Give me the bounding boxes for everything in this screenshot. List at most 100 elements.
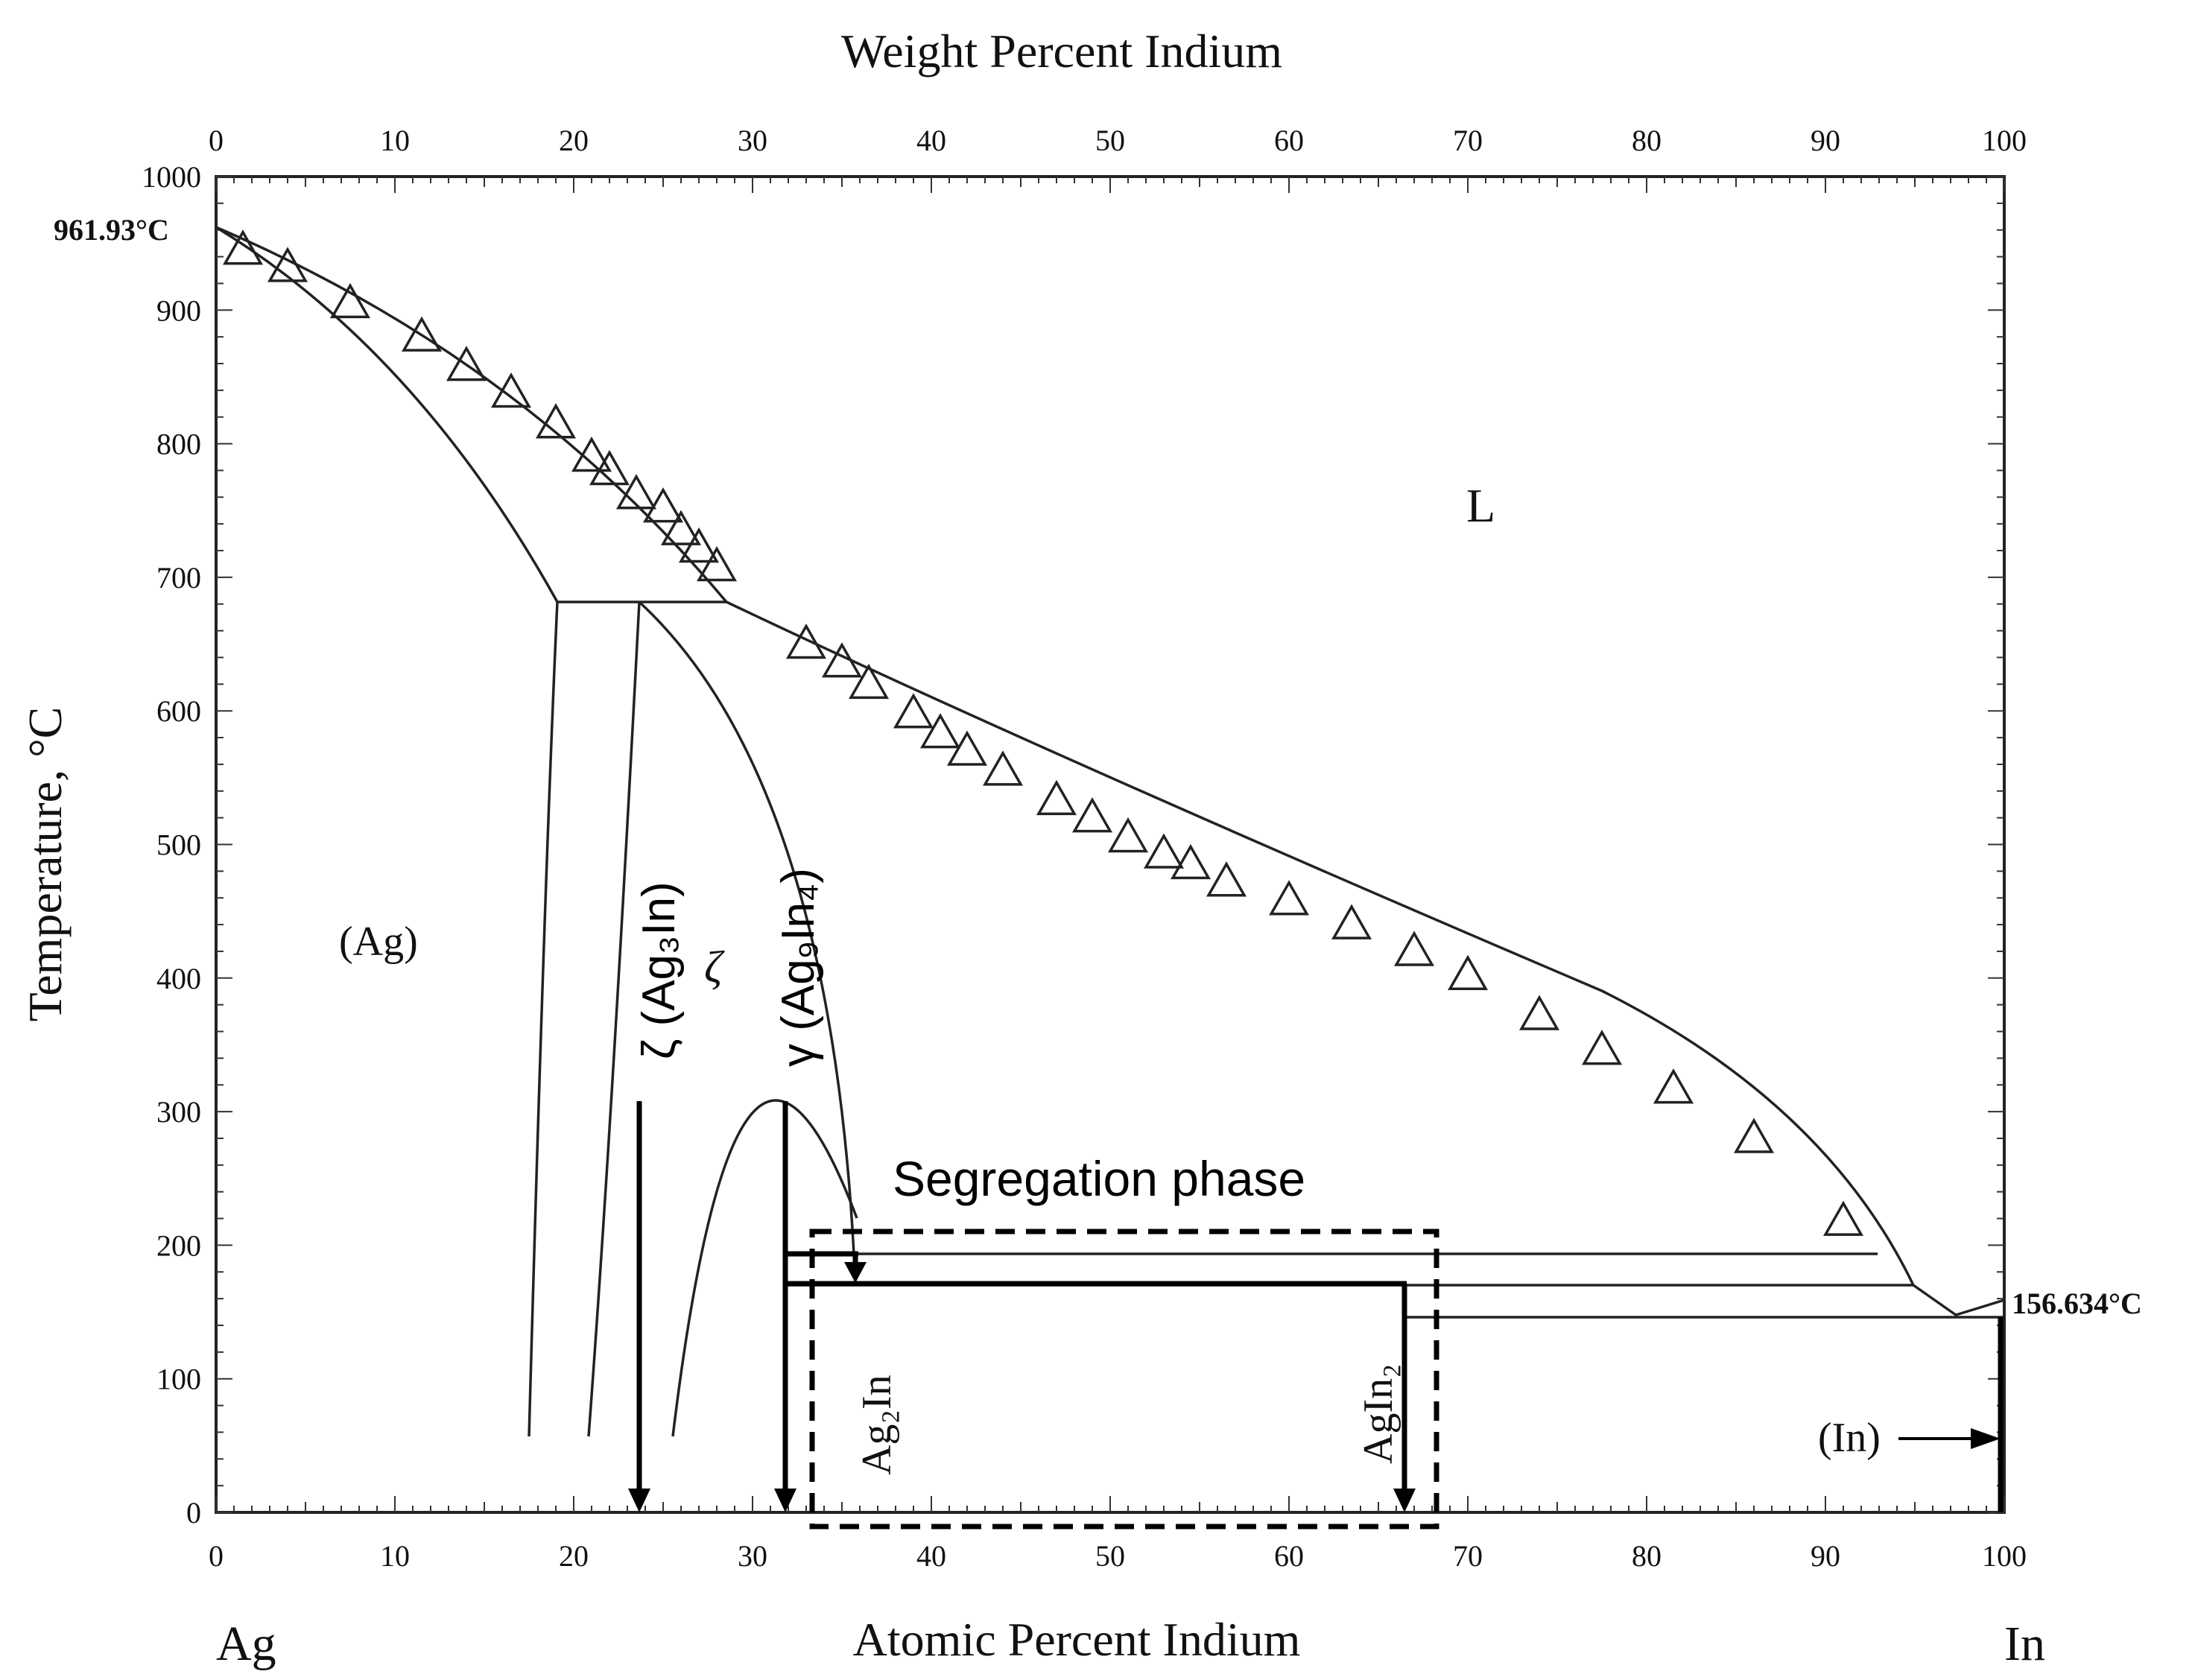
in-solid-label: (In) <box>1818 1415 1881 1461</box>
axis-ticks <box>215 176 2005 1513</box>
liquidus-triangle-marker <box>1206 861 1247 897</box>
liquidus-triangle-marker <box>1071 797 1113 833</box>
liquidus-triangle-marker <box>1107 817 1149 853</box>
y-tick-label: 300 <box>156 1095 201 1129</box>
liquidus-triangle-marker <box>982 750 1024 786</box>
liquidus-triangle-marker <box>785 624 827 659</box>
zeta-right-boundary <box>638 600 857 1286</box>
top-tick-label: 60 <box>1274 124 1304 157</box>
liquidus-triangle-marker <box>535 403 577 439</box>
liquidus-triangle-marker <box>821 642 863 678</box>
top-tick-label: 0 <box>209 124 224 157</box>
liquidus-triangle-marker <box>1447 954 1489 990</box>
axis-tick-labels: 0010102020303040405050606070708080909010… <box>142 124 2027 1573</box>
liquidus-triangle-marker <box>571 437 612 472</box>
liquidus-triangle-marker <box>660 510 702 545</box>
agin2-arrowhead <box>1393 1489 1416 1512</box>
liquidus-curve <box>215 226 2005 1316</box>
bottom-tick-label: 90 <box>1811 1539 1840 1573</box>
liquidus-triangle-marker <box>222 229 264 265</box>
liquidus-triangle-marker <box>1653 1068 1694 1104</box>
gamma-dome <box>671 1099 858 1437</box>
bottom-tick-label: 50 <box>1095 1539 1125 1573</box>
liquidus-triangle-marker <box>1733 1118 1775 1153</box>
bottom-tick-label: 60 <box>1274 1539 1304 1573</box>
liquidus-triangle-marker <box>446 346 487 381</box>
liquid-phase-label: L <box>1466 479 1495 532</box>
bottom-tick-label: 10 <box>380 1539 410 1573</box>
in-solid-arrowhead <box>1971 1428 2001 1449</box>
agin2-label: AgIn₂ <box>1355 1363 1401 1464</box>
liquidus-triangle-marker <box>490 372 532 408</box>
ag-element-label: Ag <box>216 1617 276 1671</box>
top-tick-label: 20 <box>559 124 589 157</box>
liquidus-triangle-marker <box>589 449 630 486</box>
zeta-left-boundary <box>587 601 641 1437</box>
bottom-tick-label: 0 <box>209 1539 224 1573</box>
y-axis-title: Temperature, °C <box>19 707 72 1022</box>
liquidus-triangle-marker <box>678 527 720 563</box>
y-tick-label: 1000 <box>142 160 201 194</box>
gamma-arrowhead <box>774 1489 796 1512</box>
liquidus-triangle-marker <box>329 282 371 319</box>
y-tick-label: 800 <box>156 428 201 461</box>
liquidus-triangle-marker <box>919 713 961 749</box>
top-tick-label: 40 <box>916 124 946 157</box>
bottom-tick-label: 30 <box>738 1539 767 1573</box>
bottom-axis-title: Atomic Percent Indium <box>853 1613 1301 1666</box>
bottom-tick-label: 20 <box>559 1539 589 1573</box>
liquidus-triangle-marker <box>642 487 684 523</box>
ag-solidus-curve <box>215 226 559 603</box>
liquidus-triangle-marker <box>1518 995 1560 1030</box>
segregation-box <box>809 1229 1439 1530</box>
bottom-tick-label: 40 <box>916 1539 946 1573</box>
ag2in-label: Ag₂In <box>854 1375 900 1475</box>
top-tick-label: 70 <box>1453 124 1483 157</box>
liquidus-triangle-marker <box>1170 843 1211 880</box>
top-tick-label: 30 <box>738 124 767 157</box>
gamma-phase-annotation: γ (Ag₉In₄) <box>773 868 824 1067</box>
liquidus-triangle-marker <box>848 663 890 700</box>
liquidus-triangle-marker <box>615 474 657 510</box>
y-tick-label: 400 <box>156 962 201 995</box>
zeta-arrowhead <box>628 1489 650 1512</box>
liquidus-triangle-marker <box>946 730 988 766</box>
top-tick-label: 80 <box>1632 124 1662 157</box>
y-tick-label: 600 <box>156 694 201 728</box>
ag-solvus-curve <box>528 601 559 1437</box>
segregation-label: Segregation phase <box>893 1151 1305 1206</box>
ag-solid-label: (Ag) <box>339 919 418 965</box>
zeta-phase-annotation: ζ (Ag₃In) <box>633 881 685 1059</box>
bottom-tick-label: 80 <box>1632 1539 1662 1573</box>
liquidus-data-markers <box>222 229 1864 1236</box>
y-tick-label: 500 <box>156 828 201 862</box>
liquidus-triangle-marker <box>1393 931 1435 966</box>
liquidus-triangle-marker <box>1581 1030 1623 1065</box>
bottom-tick-label: 100 <box>1982 1539 2027 1573</box>
ag-melting-label: 961.93°C <box>54 213 169 247</box>
top-tick-label: 90 <box>1811 124 1840 157</box>
y-tick-label: 700 <box>156 561 201 595</box>
in-element-label: In <box>2004 1617 2045 1671</box>
ag2in-arrowhead <box>844 1262 867 1283</box>
y-tick-label: 0 <box>186 1496 201 1530</box>
liquidus-triangle-marker <box>1822 1200 1864 1236</box>
y-tick-label: 200 <box>156 1229 201 1262</box>
liquidus-triangle-marker <box>267 247 308 282</box>
top-tick-label: 100 <box>1982 124 2027 157</box>
liquidus-triangle-marker <box>893 693 934 729</box>
liquidus-triangle-marker <box>1143 833 1185 869</box>
liquidus-triangle-marker <box>1036 779 1077 816</box>
in-melting-label: 156.634°C <box>2012 1287 2142 1320</box>
zeta-label: ζ <box>704 942 725 992</box>
top-axis-title: Weight Percent Indium <box>841 25 1282 77</box>
y-tick-label: 100 <box>156 1363 201 1396</box>
y-tick-label: 900 <box>156 294 201 327</box>
top-tick-label: 50 <box>1095 124 1125 157</box>
liquidus-triangle-marker <box>696 546 738 582</box>
liquidus-triangle-marker <box>401 316 443 352</box>
liquidus-triangle-marker <box>1268 880 1310 916</box>
liquidus-triangle-marker <box>1331 904 1372 939</box>
composition-lines <box>628 1101 2004 1512</box>
